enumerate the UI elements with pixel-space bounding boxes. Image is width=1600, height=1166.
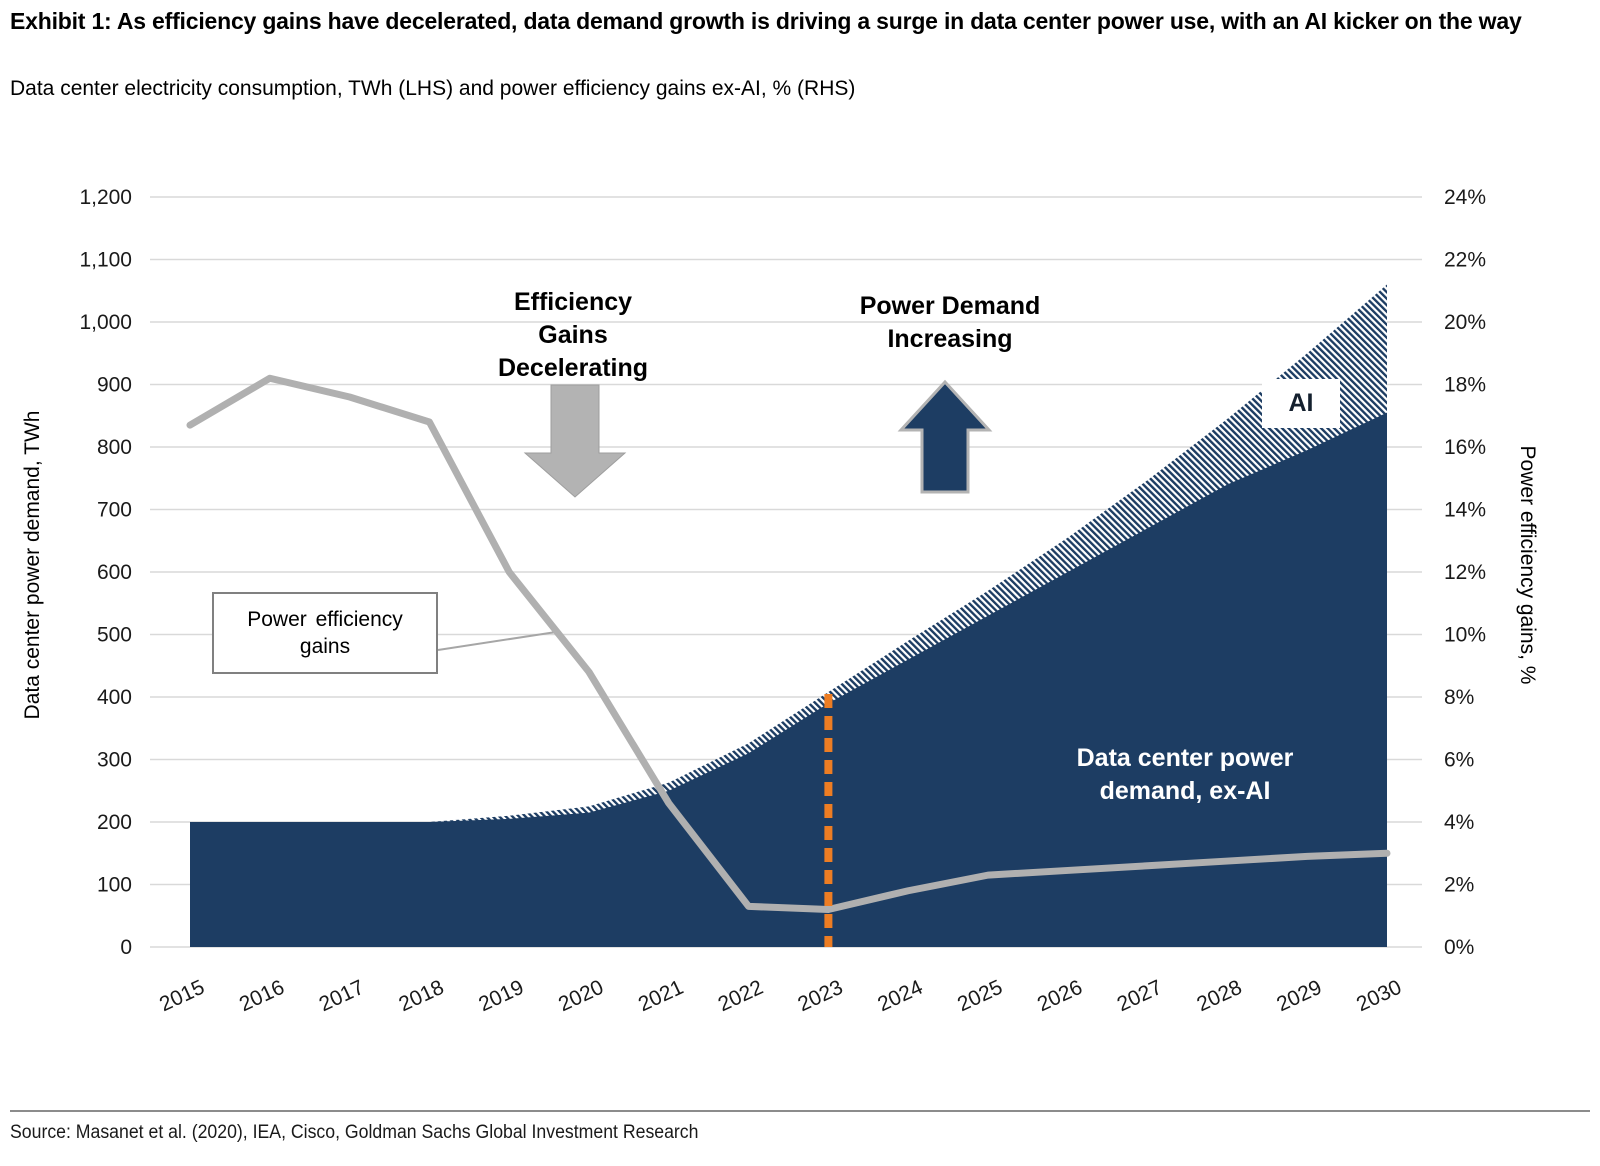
svg-text:2026: 2026 bbox=[1034, 976, 1086, 1017]
svg-text:900: 900 bbox=[97, 374, 132, 397]
svg-text:16%: 16% bbox=[1444, 436, 1486, 459]
svg-text:2018: 2018 bbox=[395, 976, 447, 1017]
svg-text:24%: 24% bbox=[1444, 186, 1486, 209]
svg-text:2020: 2020 bbox=[555, 976, 607, 1017]
svg-text:4%: 4% bbox=[1444, 811, 1474, 834]
footer-divider bbox=[10, 1110, 1590, 1112]
svg-text:0: 0 bbox=[120, 936, 132, 959]
ex-ai-area-label: Data center power demand, ex-AI bbox=[1076, 744, 1294, 805]
svg-text:20%: 20% bbox=[1444, 311, 1486, 334]
svg-text:2023: 2023 bbox=[794, 976, 846, 1017]
svg-text:0%: 0% bbox=[1444, 936, 1474, 959]
ai-area-label: AI bbox=[1262, 379, 1340, 428]
exhibit-subtitle: Data center electricity consumption, TWh… bbox=[10, 77, 856, 100]
svg-text:2021: 2021 bbox=[635, 976, 687, 1017]
svg-text:2%: 2% bbox=[1444, 874, 1474, 897]
svg-text:300: 300 bbox=[97, 749, 132, 772]
annotation-efficiency-gains-decelerating: Efficiency Gains Decelerating bbox=[497, 288, 649, 382]
svg-text:2027: 2027 bbox=[1114, 976, 1166, 1017]
svg-text:1,200: 1,200 bbox=[79, 186, 132, 209]
svg-text:8%: 8% bbox=[1444, 686, 1474, 709]
svg-text:22%: 22% bbox=[1444, 249, 1486, 272]
svg-text:600: 600 bbox=[97, 561, 132, 584]
svg-text:2025: 2025 bbox=[954, 976, 1006, 1017]
svg-text:2022: 2022 bbox=[715, 976, 767, 1017]
svg-text:2029: 2029 bbox=[1273, 976, 1325, 1017]
exhibit-title: Exhibit 1: As efficiency gains have dece… bbox=[10, 8, 1522, 34]
svg-text:10%: 10% bbox=[1444, 624, 1486, 647]
svg-text:400: 400 bbox=[97, 686, 132, 709]
right-axis-title: Power efficiency gains, % bbox=[1516, 445, 1539, 685]
svg-text:100: 100 bbox=[97, 874, 132, 897]
svg-text:500: 500 bbox=[97, 624, 132, 647]
svg-text:14%: 14% bbox=[1444, 499, 1486, 522]
svg-text:2019: 2019 bbox=[475, 976, 527, 1017]
svg-text:2016: 2016 bbox=[236, 976, 288, 1017]
left-axis-title: Data center power demand, TWh bbox=[21, 410, 44, 720]
annotation-power-demand-increasing: Power Demand Increasing bbox=[859, 292, 1041, 353]
svg-text:2024: 2024 bbox=[874, 976, 926, 1017]
power-efficiency-gains-callout: Power efficiency gains bbox=[212, 592, 438, 674]
svg-text:2030: 2030 bbox=[1353, 976, 1405, 1017]
svg-text:1,000: 1,000 bbox=[79, 311, 132, 334]
svg-text:12%: 12% bbox=[1444, 561, 1486, 584]
svg-text:2015: 2015 bbox=[156, 976, 208, 1017]
svg-text:700: 700 bbox=[97, 499, 132, 522]
svg-text:6%: 6% bbox=[1444, 749, 1474, 772]
svg-text:2028: 2028 bbox=[1193, 976, 1245, 1017]
svg-text:2017: 2017 bbox=[316, 976, 368, 1017]
source-line: Source: Masanet et al. (2020), IEA, Cisc… bbox=[10, 1122, 699, 1143]
svg-text:800: 800 bbox=[97, 436, 132, 459]
svg-text:200: 200 bbox=[97, 811, 132, 834]
svg-text:1,100: 1,100 bbox=[79, 249, 132, 272]
svg-text:18%: 18% bbox=[1444, 374, 1486, 397]
